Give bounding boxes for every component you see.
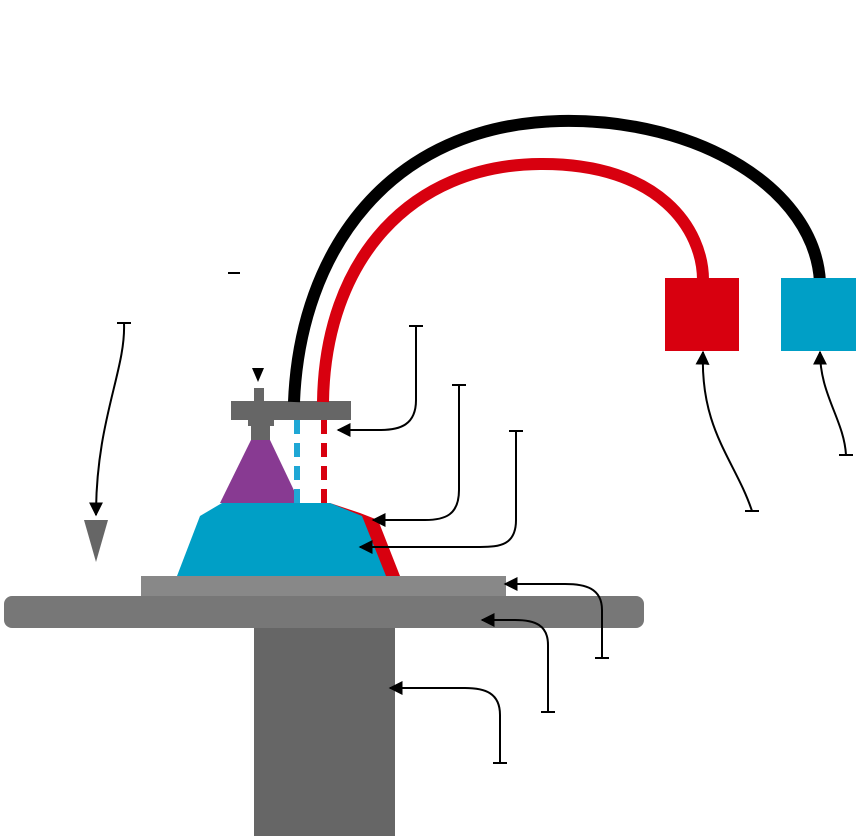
substrate-dome (177, 503, 386, 576)
leader-dome (358, 431, 517, 554)
red-tube (317, 157, 709, 403)
head-nozzle-tip (248, 420, 274, 426)
leader-plate (503, 577, 603, 658)
leader-lines (89, 322, 853, 764)
leader-drop-marker (89, 322, 126, 517)
leader-stand (388, 681, 501, 763)
head-bar (231, 401, 351, 420)
leader-head-bar (336, 326, 417, 437)
spray-cone (220, 440, 300, 503)
table-platform (4, 596, 644, 628)
leader-blue-reservoir (813, 350, 847, 456)
leader-table (480, 613, 549, 712)
blue-reservoir (781, 278, 856, 351)
drop-marker-icon (84, 520, 108, 562)
base-plate (141, 576, 506, 596)
red-reservoir (665, 278, 739, 351)
stand-column (254, 620, 395, 836)
black-tube (288, 114, 826, 403)
leader-red-reservoir (695, 350, 753, 512)
arrow-head-icon (252, 368, 264, 382)
leader-coating (371, 385, 460, 527)
